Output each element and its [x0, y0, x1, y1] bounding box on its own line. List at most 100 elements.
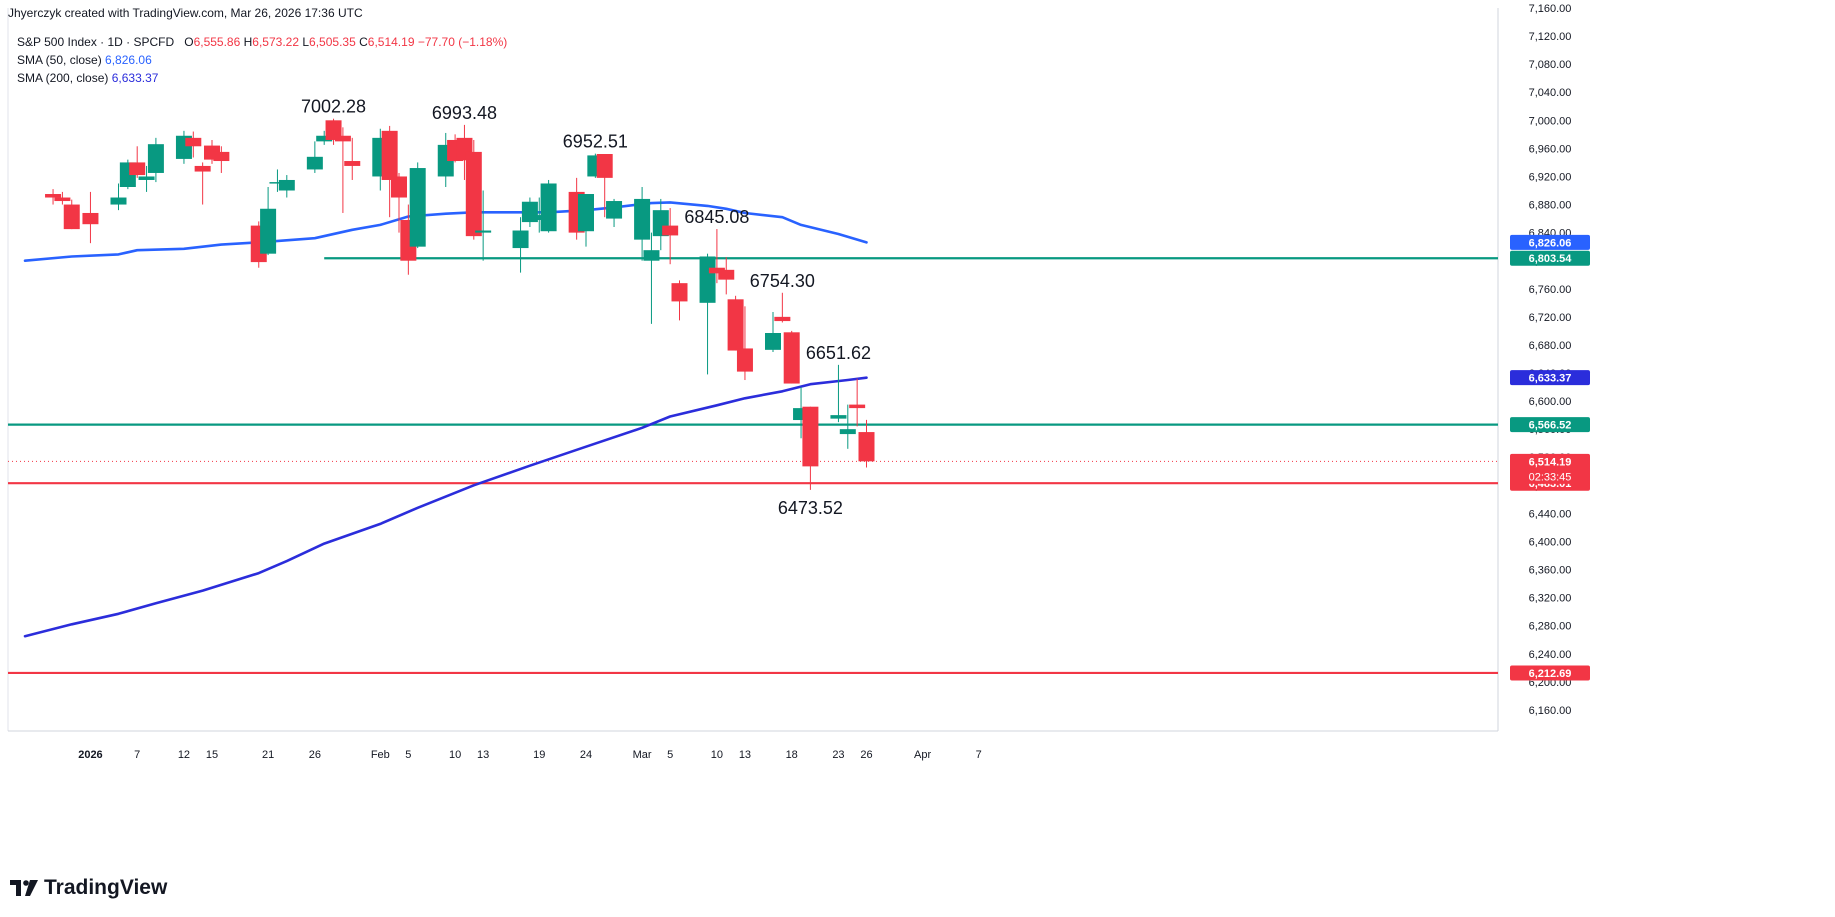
time-tick-label: 21 — [262, 749, 274, 761]
plot-area[interactable] — [8, 8, 1498, 731]
candle[interactable] — [662, 208, 679, 265]
candle[interactable] — [185, 131, 202, 158]
candle[interactable] — [147, 137, 164, 183]
level-price-tag[interactable] — [1510, 417, 1590, 433]
candle[interactable] — [409, 162, 426, 249]
price-tag[interactable] — [1510, 370, 1590, 386]
price-axis[interactable]: 6,160.006,200.006,240.006,280.006,320.00… — [1529, 3, 1572, 717]
time-tick-label: 2026 — [78, 749, 102, 761]
candle[interactable] — [531, 197, 548, 233]
open-label: O — [184, 35, 194, 49]
price-tag[interactable] — [1510, 453, 1590, 484]
level-price-tag-label: 6,566.52 — [1529, 420, 1572, 432]
price-annotation: 7002.28 — [301, 97, 366, 117]
candle[interactable] — [540, 179, 557, 233]
price-tag-label: 6,826.06 — [1529, 237, 1572, 249]
symbol-label[interactable]: S&P 500 Index · 1D · SPCFD — [17, 35, 175, 49]
price-tick-label: 6,880.00 — [1529, 200, 1572, 212]
candle[interactable] — [316, 130, 333, 145]
candle[interactable] — [306, 141, 323, 173]
candle[interactable] — [269, 169, 286, 192]
candle-body — [54, 197, 71, 202]
candle-body — [634, 198, 651, 240]
candle-body — [316, 135, 333, 142]
candle-body — [727, 299, 744, 351]
candle[interactable] — [718, 257, 735, 295]
candle[interactable] — [774, 292, 791, 323]
sma50-value: 6,826.06 — [105, 53, 152, 67]
candle[interactable] — [849, 378, 866, 427]
candle[interactable] — [839, 404, 856, 449]
candle-body — [391, 176, 407, 198]
candle[interactable] — [708, 229, 725, 284]
time-tick-label: 5 — [667, 749, 673, 761]
candle[interactable] — [475, 190, 492, 261]
time-tick-label: 23 — [832, 749, 844, 761]
candle[interactable] — [578, 194, 594, 247]
candle[interactable] — [63, 199, 80, 230]
candle-body — [129, 162, 146, 176]
candle[interactable] — [381, 125, 398, 218]
candle[interactable] — [671, 280, 688, 321]
candle[interactable] — [512, 217, 529, 273]
candle-body — [793, 408, 810, 421]
candle[interactable] — [260, 186, 277, 256]
candle[interactable] — [138, 165, 155, 192]
candle[interactable] — [643, 232, 660, 324]
candle[interactable] — [45, 189, 62, 205]
tradingview-logo[interactable]: TradingView — [10, 876, 167, 900]
candle[interactable] — [213, 146, 230, 173]
candle-body — [269, 182, 286, 184]
candle[interactable] — [175, 130, 192, 164]
sma200-line[interactable] — [23, 376, 868, 638]
candle[interactable] — [278, 175, 295, 198]
price-tag[interactable] — [1510, 234, 1590, 250]
price-tag-countdown: 02:33:45 — [1529, 471, 1572, 483]
candle[interactable] — [802, 406, 819, 490]
sma50-row[interactable]: SMA (50, close) 6,826.06 — [17, 51, 507, 69]
candle[interactable] — [830, 364, 847, 423]
candle[interactable] — [727, 295, 744, 351]
candle[interactable] — [736, 306, 753, 381]
candle[interactable] — [765, 311, 781, 352]
price-annotation: 6845.08 — [684, 207, 749, 227]
time-axis[interactable]: 2026 7 12 15 21 26 Feb 5 10 13 19 24 Mar 5 10 13 18 23 26 A… — [78, 749, 982, 761]
candle[interactable] — [344, 137, 361, 180]
candle[interactable] — [634, 186, 651, 261]
time-tick-label: Feb — [371, 749, 390, 761]
candle-body — [306, 156, 323, 170]
candle[interactable] — [783, 330, 800, 384]
candle[interactable] — [194, 162, 211, 205]
candle[interactable] — [110, 183, 127, 211]
sma50-line[interactable] — [23, 201, 868, 263]
candle[interactable] — [793, 387, 810, 439]
candle[interactable] — [391, 172, 407, 233]
candle[interactable] — [54, 191, 71, 205]
candle[interactable] — [334, 127, 351, 213]
time-tick-label: 26 — [860, 749, 872, 761]
level-price-tag[interactable] — [1510, 250, 1590, 266]
candle[interactable] — [465, 139, 482, 240]
candle-body — [540, 183, 557, 232]
price-tick-label: 6,240.00 — [1529, 649, 1572, 661]
candles[interactable] — [45, 118, 875, 490]
candle-body — [765, 332, 781, 350]
candle[interactable] — [596, 154, 613, 218]
candle[interactable] — [858, 419, 875, 468]
price-tick-label: 6,720.00 — [1529, 312, 1572, 324]
candle[interactable] — [606, 198, 623, 228]
price-tick-label: 6,440.00 — [1529, 508, 1572, 520]
sma200-row[interactable]: SMA (200, close) 6,633.37 — [17, 69, 507, 87]
time-tick-label: 5 — [405, 749, 411, 761]
time-tick-label: 7 — [976, 749, 982, 761]
candle[interactable] — [325, 118, 342, 145]
candle-body — [606, 201, 623, 219]
candle[interactable] — [129, 146, 146, 178]
candle-body — [278, 179, 295, 191]
candle-body — [138, 176, 155, 180]
level-price-tag[interactable] — [1510, 665, 1590, 681]
price-annotation: 6473.52 — [778, 498, 843, 518]
candle[interactable] — [82, 191, 99, 244]
candle-body — [531, 215, 548, 220]
